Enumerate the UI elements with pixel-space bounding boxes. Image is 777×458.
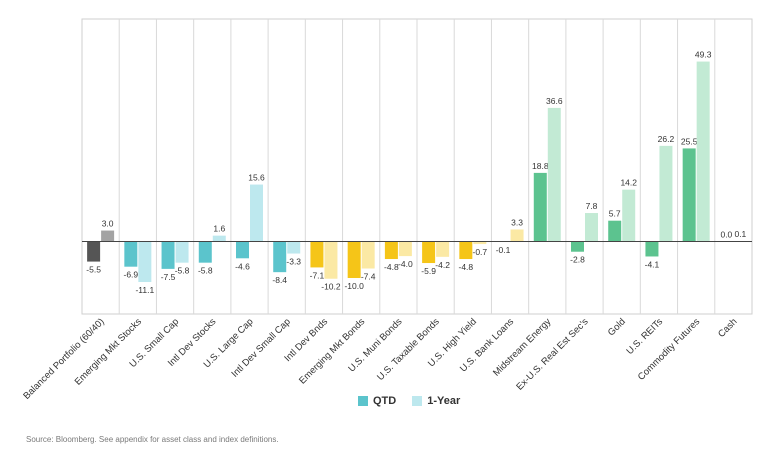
bar-1-year [101, 230, 115, 242]
chart-legend: QTD 1-Year [358, 395, 476, 407]
data-label-qtd: -5.9 [421, 266, 436, 276]
data-label-1-year: 0.1 [734, 229, 746, 239]
bar-1-year [287, 241, 301, 254]
bar-1-year [250, 184, 263, 242]
bar-qtd [384, 241, 398, 260]
data-label-1-year: 7.8 [586, 201, 598, 211]
data-label-qtd: -5.5 [86, 265, 101, 275]
data-label-1-year: 49.3 [695, 50, 712, 60]
data-label-1-year: -0.7 [473, 247, 488, 257]
data-label-qtd: -4.8 [384, 262, 399, 272]
bar-1-year [175, 241, 189, 263]
bar-1-year [398, 241, 412, 257]
bar-qtd [236, 241, 249, 259]
bar-qtd [273, 241, 287, 273]
data-label-qtd: -7.5 [161, 272, 176, 282]
bar-1-year [473, 241, 487, 245]
bar-qtd [422, 241, 436, 264]
data-label-qtd: 18.8 [532, 161, 549, 171]
bar-1-year [659, 145, 673, 242]
data-label-qtd: -7.1 [310, 270, 325, 280]
bar-1-year [547, 107, 561, 242]
x-tick-label: U.S. Taxable Bonds [375, 316, 442, 383]
data-label-qtd: -4.8 [459, 262, 474, 272]
bar-qtd [87, 241, 101, 262]
data-label-qtd: 25.5 [681, 136, 698, 146]
data-label-1-year: -5.8 [175, 266, 190, 276]
bar-qtd [198, 241, 212, 263]
legend-item-1-year: 1-Year [412, 395, 460, 407]
data-label-qtd: -8.4 [272, 275, 287, 285]
x-tick-label: Emerging Mkt Stocks [73, 316, 144, 387]
data-label-qtd: 5.7 [609, 209, 621, 219]
legend-label-qtd: QTD [373, 395, 397, 407]
bar-1-year [696, 61, 710, 242]
bar-1-year [324, 241, 338, 279]
data-label-1-year: 14.2 [620, 178, 637, 188]
x-tick-label: Ex-U.S. Real Est Sec's [514, 316, 590, 392]
data-label-1-year: -7.4 [361, 272, 376, 282]
data-label-1-year: 36.6 [546, 96, 563, 106]
legend-label-1-year: 1-Year [427, 395, 461, 407]
data-label-qtd: -2.8 [570, 255, 585, 265]
data-label-1-year: 15.6 [248, 173, 265, 183]
data-label-1-year: -11.1 [135, 285, 154, 295]
legend-swatch-qtd [358, 396, 368, 406]
data-label-qtd: -4.1 [645, 259, 660, 269]
bar-1-year [510, 229, 524, 242]
data-label-qtd: -0.1 [496, 245, 511, 255]
bar-qtd [682, 148, 696, 242]
data-label-1-year: -4.0 [398, 259, 413, 269]
bar-qtd [124, 241, 138, 267]
bar-qtd [645, 241, 659, 257]
bar-1-year [436, 241, 450, 257]
bar-qtd [347, 241, 361, 278]
x-tick-label: Cash [716, 316, 739, 339]
x-tick-label: Emerging Mkt Bonds [297, 316, 367, 386]
data-label-1-year: 1.6 [213, 224, 225, 234]
data-label-1-year: -10.2 [321, 282, 341, 292]
bar-qtd [459, 241, 473, 260]
data-label-qtd: 0.0 [720, 230, 732, 240]
data-label-1-year: 3.0 [102, 219, 114, 229]
data-label-1-year: -4.2 [435, 260, 450, 270]
legend-swatch-1-year [412, 396, 423, 406]
bar-1-year [361, 241, 375, 269]
bar-qtd [571, 241, 584, 252]
data-label-qtd: -10.0 [344, 281, 364, 291]
bar-qtd [161, 241, 175, 269]
data-label-qtd: -5.8 [198, 266, 213, 276]
bar-qtd [608, 220, 622, 242]
data-label-qtd: -6.9 [124, 270, 139, 280]
data-label-qtd: -4.6 [235, 261, 250, 271]
bar-1-year [138, 241, 152, 283]
x-tick-label: Commodity Futures [636, 316, 703, 383]
bar-1-year [212, 235, 226, 242]
data-label-1-year: -3.3 [286, 257, 301, 267]
source-note: Source: Bloomberg. See appendix for asse… [26, 435, 279, 444]
x-tick-label: Gold [606, 316, 628, 338]
bar-1-year [622, 189, 636, 242]
data-label-1-year: 3.3 [511, 217, 523, 227]
bar-1-year [585, 213, 598, 242]
legend-item-qtd: QTD [358, 395, 396, 407]
data-label-1-year: 26.2 [658, 134, 675, 144]
bar-qtd [533, 172, 547, 242]
bar-qtd [310, 241, 324, 268]
